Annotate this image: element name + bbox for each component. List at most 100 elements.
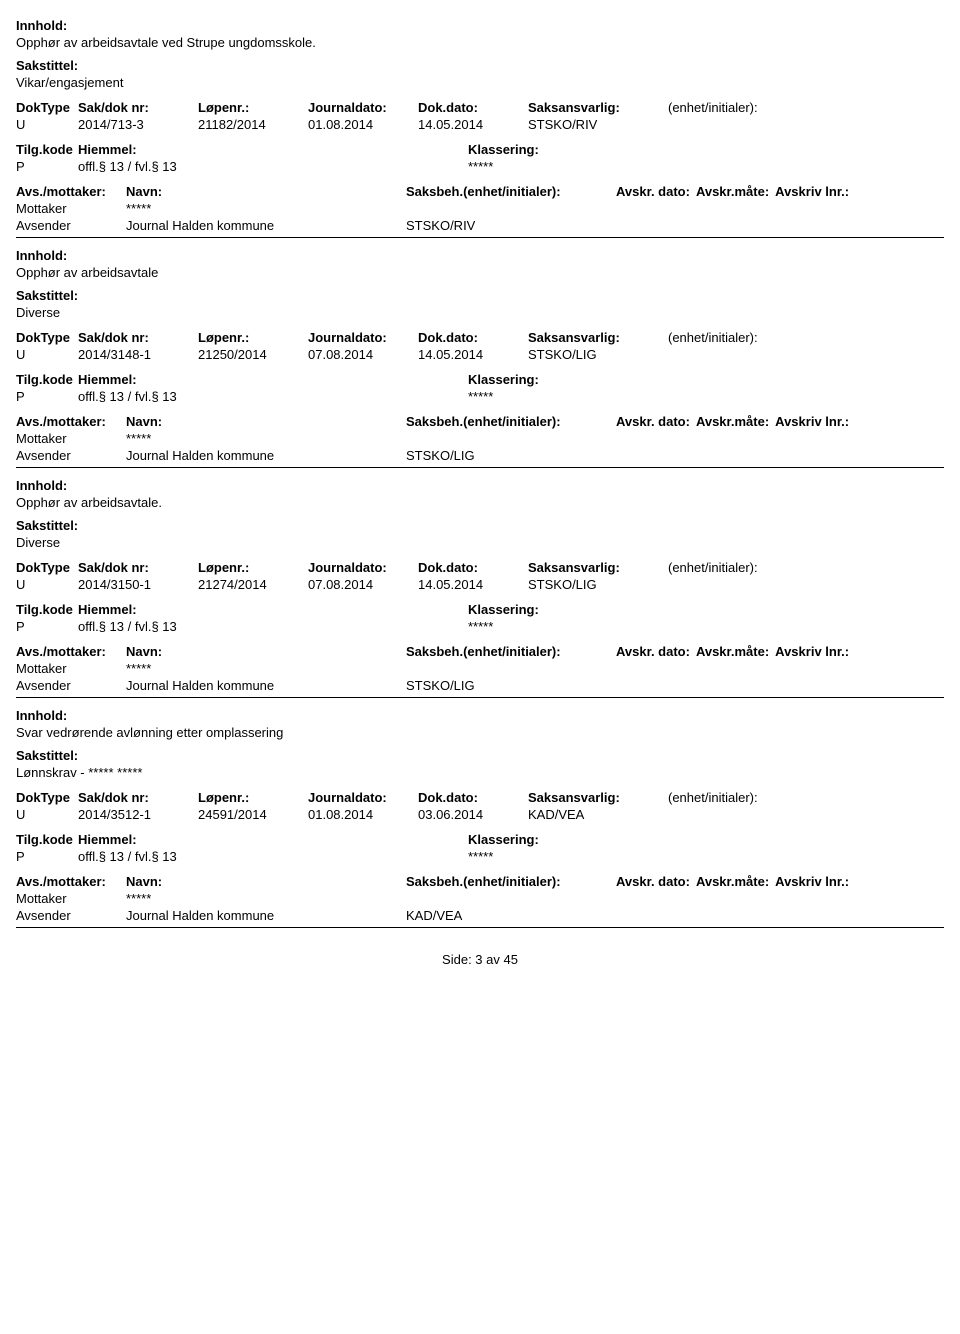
hjemmel-val: offl.§ 13 / fvl.§ 13 <box>78 849 468 864</box>
hjemmel-hdr: Hiemmel: <box>78 142 468 157</box>
dokdato-hdr: Dok.dato: <box>418 790 528 805</box>
tilg-header-row: Tilg.kodeHiemmel:Klassering: <box>16 602 944 617</box>
dokdato-hdr: Dok.dato: <box>418 330 528 345</box>
lopenr-hdr: Løpenr.: <box>198 330 308 345</box>
innhold-label: Innhold: <box>16 248 944 263</box>
dokdato-val: 14.05.2014 <box>418 347 528 362</box>
enhetinit-hdr: (enhet/initialer): <box>668 560 768 575</box>
record-separator <box>16 927 944 928</box>
avsender-navn: Journal Halden kommune <box>126 678 406 693</box>
journal-record: Innhold: Svar vedrørende avlønning etter … <box>16 708 944 928</box>
journaldato-val: 07.08.2014 <box>308 347 418 362</box>
sakstittel-value: Diverse <box>16 535 944 550</box>
klassering-val: ***** <box>468 159 503 174</box>
tilgkode-val: P <box>16 619 78 634</box>
lopenr-hdr: Løpenr.: <box>198 100 308 115</box>
avskrmate-hdr: Avskr.måte: <box>696 644 775 659</box>
hjemmel-hdr: Hiemmel: <box>78 372 468 387</box>
innhold-value: Opphør av arbeidsavtale. <box>16 495 944 510</box>
saksbeh-hdr: Saksbeh.(enhet/initialer): <box>406 414 616 429</box>
enhetinit-hdr: (enhet/initialer): <box>668 330 768 345</box>
avsmottaker-hdr: Avs./mottaker: <box>16 874 126 889</box>
lopenr-val: 21274/2014 <box>198 577 308 592</box>
avsender-label: Avsender <box>16 678 126 693</box>
saknr-hdr: Sak/dok nr: <box>78 330 198 345</box>
mottaker-navn: ***** <box>126 201 406 216</box>
enhetinit-hdr: (enhet/initialer): <box>668 790 768 805</box>
journaldato-hdr: Journaldato: <box>308 560 418 575</box>
avsender-label: Avsender <box>16 908 126 923</box>
innhold-value: Opphør av arbeidsavtale <box>16 265 944 280</box>
klassering-val: ***** <box>468 389 503 404</box>
doktype-val: U <box>16 577 78 592</box>
klassering-hdr: Klassering: <box>468 832 549 847</box>
doc-header-row: DokTypeSak/dok nr:Løpenr.:Journaldato:Do… <box>16 560 944 575</box>
avsender-navn: Journal Halden kommune <box>126 448 406 463</box>
doc-value-row: U2014/3512-124591/201401.08.201403.06.20… <box>16 807 944 822</box>
saknr-hdr: Sak/dok nr: <box>78 100 198 115</box>
doktype-hdr: DokType <box>16 790 78 805</box>
lopenr-val: 24591/2014 <box>198 807 308 822</box>
enhetinit-hdr: (enhet/initialer): <box>668 100 768 115</box>
dokdato-hdr: Dok.dato: <box>418 560 528 575</box>
klassering-hdr: Klassering: <box>468 142 549 157</box>
saknr-val: 2014/3148-1 <box>78 347 198 362</box>
tilg-header-row: Tilg.kodeHiemmel:Klassering: <box>16 142 944 157</box>
page-footer: Side: 3 av 45 <box>16 952 944 967</box>
tilgkode-hdr: Tilg.kode <box>16 372 78 387</box>
record-separator <box>16 697 944 698</box>
dokdato-val: 14.05.2014 <box>418 577 528 592</box>
doc-value-row: U2014/713-321182/201401.08.201414.05.201… <box>16 117 944 132</box>
avsmot-header-row: Avs./mottaker:Navn:Saksbeh.(enhet/initia… <box>16 874 944 889</box>
saknr-hdr: Sak/dok nr: <box>78 560 198 575</box>
tilg-header-row: Tilg.kodeHiemmel:Klassering: <box>16 372 944 387</box>
journal-record: Innhold:Opphør av arbeidsavtaleSakstitte… <box>16 248 944 468</box>
avsmottaker-hdr: Avs./mottaker: <box>16 414 126 429</box>
doc-header-row: DokTypeSak/dok nr:Løpenr.:Journaldato:Do… <box>16 330 944 345</box>
doktype-hdr: DokType <box>16 330 78 345</box>
avsmot-header-row: Avs./mottaker:Navn:Saksbeh.(enhet/initia… <box>16 414 944 429</box>
mottaker-navn: ***** <box>126 431 406 446</box>
sakstittel-value: Vikar/engasjement <box>16 75 944 90</box>
dokdato-val: 14.05.2014 <box>418 117 528 132</box>
tilg-header-row: Tilg.kodeHiemmel:Klassering: <box>16 832 944 847</box>
sakstittel-label: Sakstittel: <box>16 58 944 73</box>
navn-hdr: Navn: <box>126 414 406 429</box>
avskrmate-hdr: Avskr.måte: <box>696 414 775 429</box>
tilg-value-row: Poffl.§ 13 / fvl.§ 13***** <box>16 619 944 634</box>
klassering-val: ***** <box>468 619 503 634</box>
tilgkode-hdr: Tilg.kode <box>16 602 78 617</box>
klassering-hdr: Klassering: <box>468 602 549 617</box>
avsmot-header-row: Avs./mottaker:Navn:Saksbeh.(enhet/initia… <box>16 184 944 199</box>
navn-hdr: Navn: <box>126 184 406 199</box>
innhold-label: Innhold: <box>16 18 944 33</box>
sakstittel-value: Lønnskrav - ***** ***** <box>16 765 944 780</box>
mottaker-navn: ***** <box>126 661 406 676</box>
saksansvarlig-val: STSKO/LIG <box>528 577 668 592</box>
doktype-val: U <box>16 807 78 822</box>
avskrivlnr-hdr: Avskriv lnr.: <box>775 874 859 889</box>
sakstittel-label: Sakstittel: <box>16 518 944 533</box>
avskrdato-hdr: Avskr. dato: <box>616 414 696 429</box>
lopenr-val: 21250/2014 <box>198 347 308 362</box>
tilg-value-row: Poffl.§ 13 / fvl.§ 13***** <box>16 389 944 404</box>
lopenr-hdr: Løpenr.: <box>198 560 308 575</box>
tilg-value-row: Poffl.§ 13 / fvl.§ 13***** <box>16 159 944 174</box>
innhold-value: Svar vedrørende avlønning etter omplasse… <box>16 725 944 740</box>
mottaker-label: Mottaker <box>16 891 126 906</box>
doktype-hdr: DokType <box>16 560 78 575</box>
klassering-hdr: Klassering: <box>468 372 549 387</box>
innhold-value: Opphør av arbeidsavtale ved Strupe ungdo… <box>16 35 944 50</box>
tilgkode-hdr: Tilg.kode <box>16 832 78 847</box>
mottaker-navn: ***** <box>126 891 406 906</box>
saksbeh-unit: KAD/VEA <box>406 908 616 923</box>
avsmot-header-row: Avs./mottaker:Navn:Saksbeh.(enhet/initia… <box>16 644 944 659</box>
innhold-label: Innhold: <box>16 708 944 723</box>
avsender-navn: Journal Halden kommune <box>126 908 406 923</box>
mottaker-row: Mottaker***** <box>16 891 944 906</box>
hjemmel-val: offl.§ 13 / fvl.§ 13 <box>78 389 468 404</box>
navn-hdr: Navn: <box>126 644 406 659</box>
avsender-label: Avsender <box>16 218 126 233</box>
avsender-row: AvsenderJournal Halden kommuneKAD/VEA <box>16 908 944 923</box>
hjemmel-val: offl.§ 13 / fvl.§ 13 <box>78 159 468 174</box>
